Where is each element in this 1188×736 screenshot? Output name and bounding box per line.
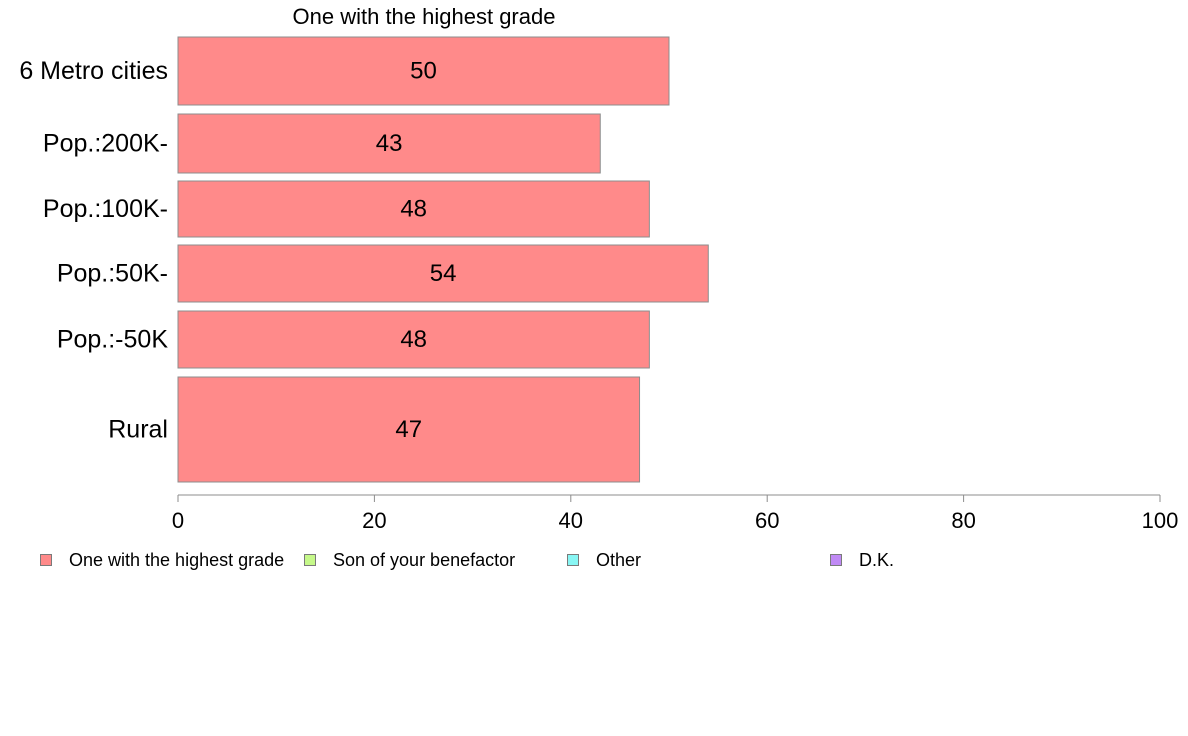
x-tick-label: 80 xyxy=(951,508,975,533)
bar-1 xyxy=(177,113,601,174)
legend-label: One with the highest grade xyxy=(69,549,285,570)
bar-value-label: 54 xyxy=(430,260,457,287)
bar-value-label: 43 xyxy=(376,130,403,157)
bar-value-label: 48 xyxy=(400,196,427,223)
legend-swatch xyxy=(40,554,52,566)
x-tick-label: 100 xyxy=(1142,508,1179,533)
chart-title: One with the highest grade xyxy=(293,4,556,29)
category-label: Pop.:100K- xyxy=(43,195,168,223)
legend-label: D.K. xyxy=(859,549,895,570)
bar-value-label: 47 xyxy=(395,416,422,443)
x-tick-label: 60 xyxy=(755,508,779,533)
legend-swatch xyxy=(304,554,316,566)
bars-layer: 50 6 Metro cities 43 Pop.:200K- 48 Pop.:100K-… xyxy=(19,36,709,483)
legend-item: One with the highest grade xyxy=(40,546,284,574)
bar-chart: One with the highest grade 50 6 Metro cit… xyxy=(19,4,1179,533)
x-tick-label: 0 xyxy=(172,508,184,533)
bar-value-label: 48 xyxy=(400,326,427,353)
legend-item: Other xyxy=(567,546,641,574)
x-tick-label: 40 xyxy=(559,508,583,533)
category-label: Pop.:200K- xyxy=(43,130,168,158)
legend-item: D.K. xyxy=(830,546,894,574)
legend-item: Son of your benefactor xyxy=(304,546,515,574)
legend-label: Other xyxy=(596,549,642,570)
bar-5 xyxy=(177,376,641,483)
x-axis: 0 20 40 60 80 100 xyxy=(172,494,1179,533)
legend: One with the highest grade Son of your be… xyxy=(0,546,1188,574)
legend-label: Son of your benefactor xyxy=(333,549,516,570)
category-label: 6 Metro cities xyxy=(19,57,168,85)
legend-swatch xyxy=(830,554,842,566)
category-label: Pop.:-50K xyxy=(57,326,169,354)
bar-value-label: 50 xyxy=(410,58,437,85)
bar-2 xyxy=(177,180,650,238)
category-label: Pop.:50K- xyxy=(57,260,168,288)
bar-0 xyxy=(177,36,670,106)
bar-3 xyxy=(177,244,709,303)
legend-swatch xyxy=(567,554,579,566)
x-tick-label: 20 xyxy=(362,508,386,533)
category-label: Rural xyxy=(108,416,168,444)
bar-4 xyxy=(177,310,650,369)
